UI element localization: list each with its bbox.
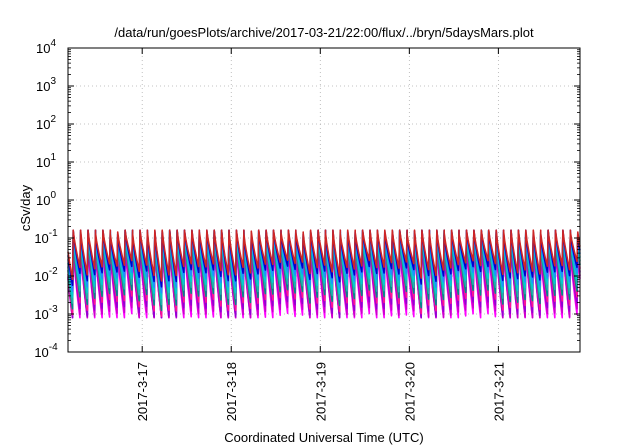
x-tick-label: 2017-3-17 <box>135 362 150 421</box>
y-tick-label: 102 <box>36 114 56 132</box>
x-tick-label: 2017-3-18 <box>224 362 239 421</box>
series-line-5 <box>67 234 581 312</box>
y-tick-label: 10-4 <box>34 342 58 360</box>
y-tick-label: 10-1 <box>34 228 58 246</box>
y-tick-label: 100 <box>36 190 56 208</box>
series-line-6 <box>67 232 581 306</box>
series-line-10 <box>67 229 581 282</box>
y-axis-label: cSv/day <box>18 184 33 231</box>
y-tick-label: 104 <box>36 38 56 56</box>
y-tick-label: 10-3 <box>34 304 58 322</box>
x-axis: 2017-3-17 2017-3-18 2017-3-19 2017-3-20 2017… <box>135 48 506 421</box>
series-line-7 <box>67 230 581 300</box>
y-axis: 10-4 10-3 10-2 10-1 100 101 102 103 104 <box>34 38 580 360</box>
y-tick-label: 10-2 <box>34 266 58 284</box>
x-tick-label: 2017-3-21 <box>491 362 506 421</box>
plot-area <box>67 229 581 319</box>
series-line-4 <box>67 236 581 318</box>
y-tick-label: 101 <box>36 152 56 170</box>
chart-title: /data/run/goesPlots/archive/2017-03-21/2… <box>114 25 534 40</box>
x-axis-label: Coordinated Universal Time (UTC) <box>224 430 423 445</box>
x-tick-label: 2017-3-19 <box>313 362 328 421</box>
series-line-3 <box>67 238 581 319</box>
y-tick-label: 103 <box>36 76 56 94</box>
x-tick-label: 2017-3-20 <box>402 362 417 421</box>
